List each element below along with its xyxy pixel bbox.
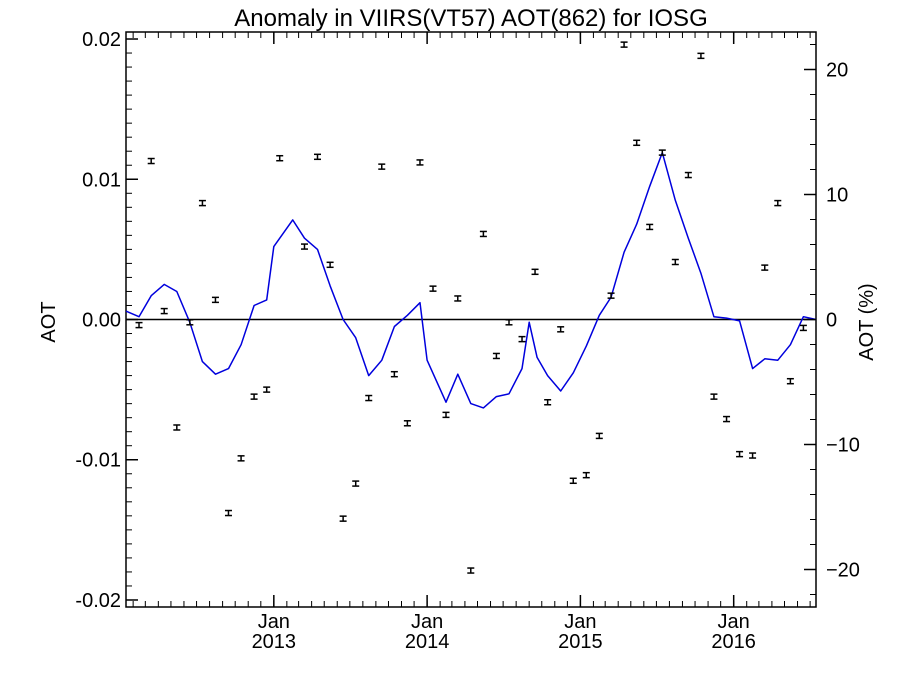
data-point bbox=[761, 264, 769, 271]
data-point bbox=[723, 415, 731, 423]
data-point bbox=[684, 171, 692, 179]
data-point bbox=[774, 199, 782, 207]
data-point bbox=[658, 149, 666, 156]
data-point bbox=[544, 398, 552, 406]
y-right-tick-label: −10 bbox=[826, 435, 860, 457]
x-tick-label-year: 2014 bbox=[405, 631, 450, 653]
data-point bbox=[799, 324, 807, 332]
data-point bbox=[378, 163, 386, 170]
data-point bbox=[442, 411, 450, 419]
series-points-layer bbox=[135, 41, 807, 574]
data-point bbox=[211, 296, 219, 304]
data-point bbox=[314, 153, 322, 161]
data-point bbox=[429, 285, 437, 292]
x-tick-label-year: 2016 bbox=[711, 631, 756, 653]
data-point bbox=[531, 268, 539, 276]
series-line-layer bbox=[125, 151, 817, 409]
data-point bbox=[697, 52, 705, 60]
x-tick-label-year: 2013 bbox=[252, 631, 297, 653]
data-point bbox=[749, 452, 757, 459]
data-point bbox=[710, 393, 718, 400]
data-point bbox=[492, 352, 500, 360]
data-point bbox=[595, 432, 603, 440]
y-right-tick-label: −20 bbox=[826, 560, 860, 582]
x-tick-label-month: Jan bbox=[564, 611, 596, 633]
data-point bbox=[786, 377, 794, 385]
y-right-tick-label: 20 bbox=[826, 60, 848, 82]
data-point bbox=[186, 319, 194, 326]
data-point bbox=[505, 319, 513, 326]
data-point bbox=[198, 199, 206, 207]
data-point bbox=[173, 424, 181, 431]
data-point bbox=[339, 515, 347, 522]
y-right-tick-label: 0 bbox=[826, 310, 837, 332]
data-point bbox=[147, 157, 155, 165]
data-point bbox=[250, 393, 258, 400]
data-point bbox=[557, 326, 565, 333]
data-point bbox=[479, 230, 487, 238]
data-point bbox=[646, 223, 654, 231]
x-tick-label-month: Jan bbox=[411, 611, 443, 633]
y-tick-label: 0.01 bbox=[82, 169, 121, 191]
data-point bbox=[365, 394, 373, 402]
data-point bbox=[390, 370, 398, 378]
data-point bbox=[736, 450, 744, 458]
data-point bbox=[467, 567, 475, 574]
x-tick-label-month: Jan bbox=[718, 611, 750, 633]
data-point bbox=[454, 295, 462, 302]
series-line bbox=[125, 151, 817, 409]
data-point bbox=[671, 258, 679, 266]
data-point bbox=[300, 243, 308, 250]
data-point bbox=[403, 420, 411, 427]
data-point bbox=[518, 335, 526, 343]
data-point bbox=[352, 480, 360, 487]
data-point bbox=[607, 292, 615, 299]
data-point bbox=[237, 455, 245, 462]
axes-layer: Jan2013Jan2014Jan2015Jan2016-0.02-0.010.… bbox=[75, 29, 860, 653]
y-tick-label: 0.02 bbox=[82, 29, 121, 51]
chart-title: Anomaly in VIIRS(VT57) AOT(862) for IOSG bbox=[234, 5, 707, 32]
data-point bbox=[416, 159, 424, 166]
y-right-tick-label: 10 bbox=[826, 185, 848, 207]
data-point bbox=[582, 471, 590, 479]
data-point bbox=[326, 261, 334, 269]
data-point bbox=[569, 477, 577, 485]
y-tick-label: -0.01 bbox=[75, 450, 121, 472]
y-axis-label: AOT bbox=[38, 301, 60, 342]
x-tick-label-month: Jan bbox=[258, 611, 290, 633]
data-point bbox=[276, 154, 284, 162]
y-tick-label: 0.00 bbox=[82, 310, 121, 332]
data-point bbox=[224, 509, 232, 517]
y-axis-right-label: AOT (%) bbox=[856, 283, 878, 360]
data-point bbox=[620, 41, 628, 48]
y-tick-label: -0.02 bbox=[75, 590, 121, 612]
data-point bbox=[633, 139, 641, 147]
data-point bbox=[263, 386, 271, 393]
x-tick-label-year: 2015 bbox=[558, 631, 603, 653]
data-point bbox=[135, 321, 143, 329]
data-point bbox=[160, 307, 168, 315]
